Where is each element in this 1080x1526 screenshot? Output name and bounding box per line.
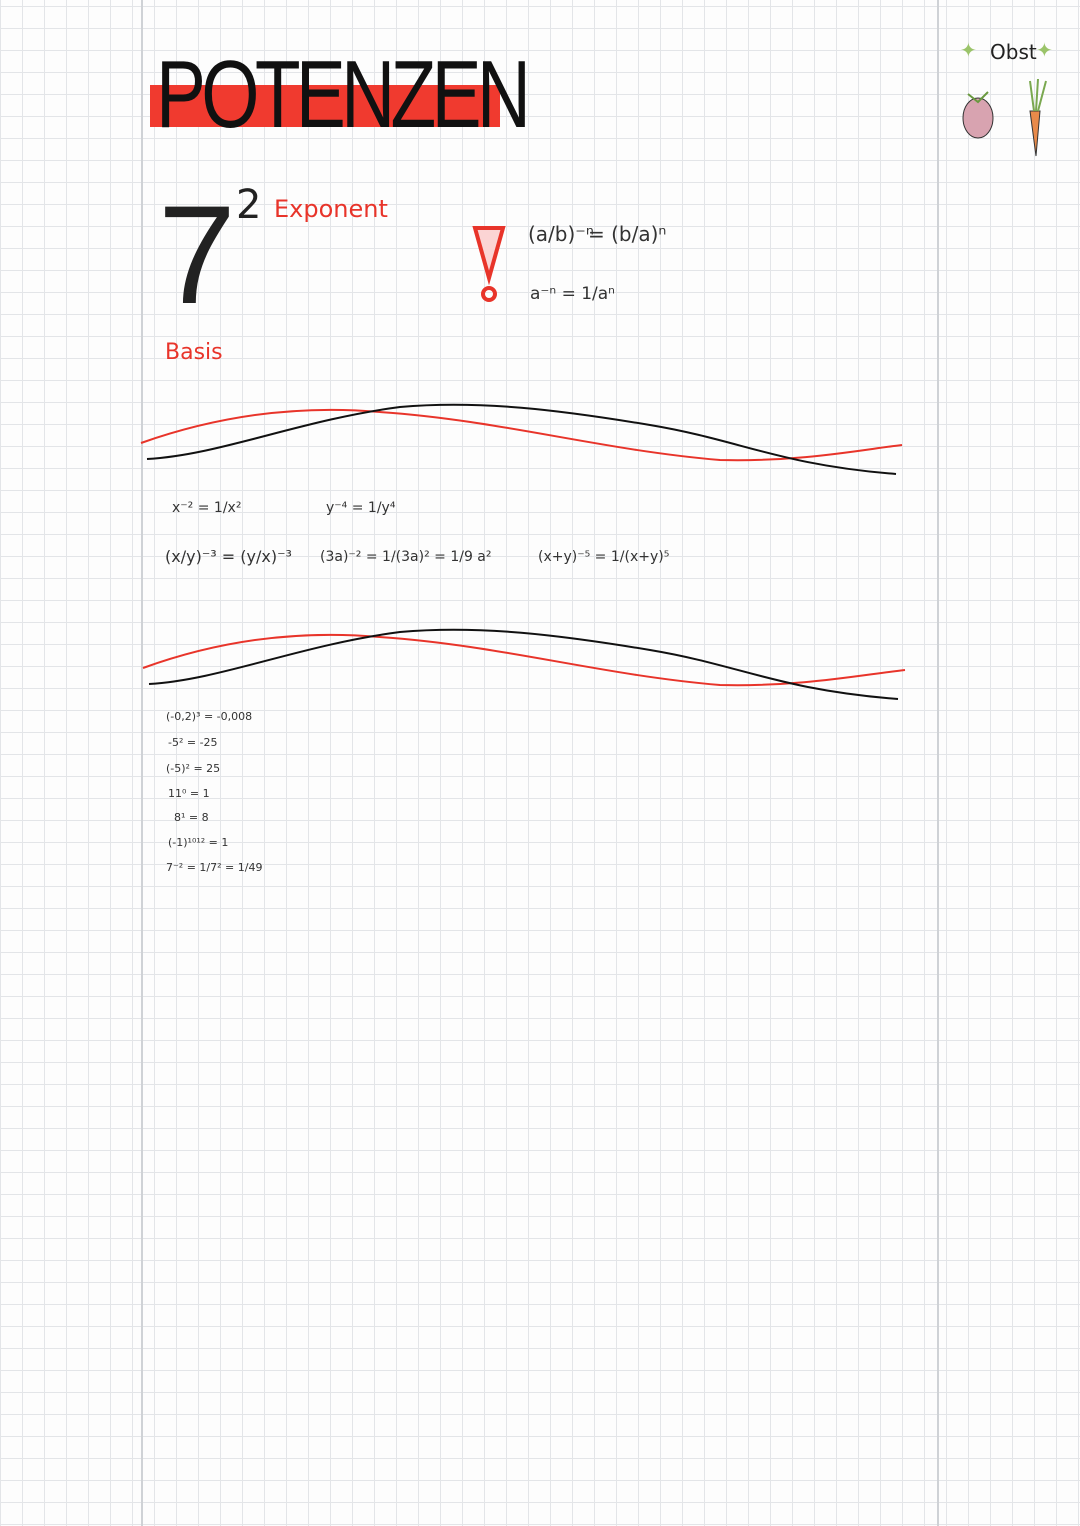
rule-negative-fraction-rhs: = (b/a)ⁿ — [588, 222, 667, 246]
base-label: Basis — [165, 340, 223, 365]
exponent-label: Exponent — [274, 195, 388, 223]
example-line: (-0,2)³ = -0,008 — [166, 710, 253, 723]
divider-black-2 — [148, 628, 899, 700]
example-line: (x+y)⁻⁵ = 1/(x+y)⁵ — [538, 549, 670, 565]
example-line: 7⁻² = 1/7² = 1/49 — [166, 861, 263, 874]
rule-negative-exponent: a⁻ⁿ = 1/aⁿ — [530, 284, 615, 304]
example-line: (-1)¹⁰¹² = 1 — [168, 836, 229, 849]
right-margin-line — [937, 0, 939, 1526]
example-line: -5² = -25 — [168, 736, 218, 749]
example-line: (-5)² = 25 — [166, 762, 221, 775]
fruit-illustration-icon — [962, 78, 1047, 157]
example-line: y⁻⁴ = 1/y⁴ — [326, 500, 396, 516]
divider-red-2 — [142, 633, 906, 687]
example-line: (3a)⁻² = 1/(3a)² = 1/9 a² — [320, 549, 492, 565]
sticker-label: Obst — [990, 40, 1037, 64]
example-line: 11⁰ = 1 — [168, 787, 210, 800]
example-line: 8¹ = 8 — [174, 811, 209, 824]
exponent-number: 2 — [236, 182, 262, 228]
sparkle-icon: ✦ — [960, 38, 977, 62]
title-highlight — [150, 85, 500, 127]
obst-sticker: ✦ Obst ✦ — [960, 36, 1060, 161]
example-line: x⁻² = 1/x² — [172, 500, 242, 516]
base-number: 7 — [158, 176, 236, 333]
page-title: POTENZEN — [156, 41, 531, 148]
rule-negative-fraction-lhs: (a/b)⁻ⁿ — [528, 222, 594, 246]
sparkle-icon: ✦ — [1036, 38, 1053, 62]
warning-icon — [472, 226, 506, 302]
left-margin-line — [141, 0, 143, 1526]
divider-red-1 — [140, 408, 903, 462]
divider-black-1 — [146, 403, 897, 475]
example-line: (x/y)⁻³ = (y/x)⁻³ — [165, 547, 292, 566]
